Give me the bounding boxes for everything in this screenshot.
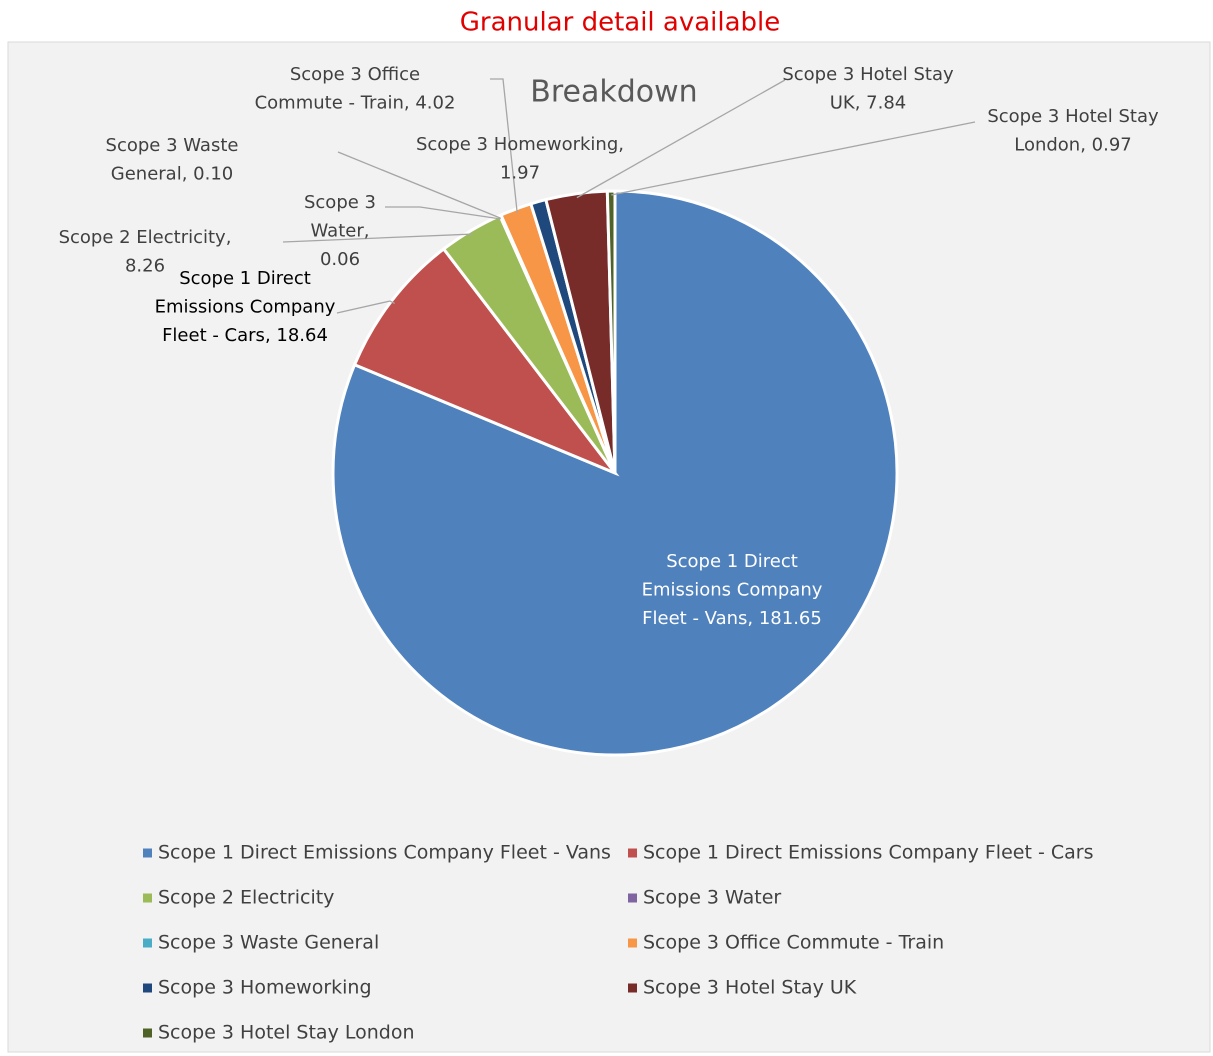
legend-label: Scope 1 Direct Emissions Company Fleet -… [158,842,611,864]
pie-slice [352,246,620,477]
data-label-line: Scope 1 Direct [179,268,311,289]
data-label-line: Emissions Company [155,297,336,318]
pie-slice [605,189,617,474]
legend-swatch [628,983,637,993]
leader-line [490,78,518,213]
data-label-line: UK, 7.84 [830,93,907,114]
data-label: Scope 3 Hotel Stay London, 0.97 [987,106,1159,156]
page-title: Granular detail available [460,8,781,38]
data-label: Scope 3 Office Commute - Train, 4.02 [255,64,456,114]
legend-swatch [628,848,637,858]
data-label-line: Scope 2 Electricity, [59,227,232,248]
leader-line [336,300,396,314]
data-label-line: Scope 3 [304,192,376,213]
data-label: Scope 3 Waste General, 0.10 [106,135,239,185]
data-label-line: Scope 3 Waste [106,135,239,156]
data-label-line: Emissions Company [642,580,823,601]
leader-line [576,79,786,199]
data-label-line: 0.06 [320,249,360,270]
data-label-line: Fleet - Vans, 181.65 [642,608,822,629]
data-label: Scope 3 Hotel Stay UK, 7.84 [782,64,954,114]
leader-line [282,233,473,243]
leader-line [385,206,502,220]
data-label-line: Scope 1 Direct [666,551,798,572]
legend-swatch [143,848,152,858]
data-label-line: 1.97 [500,163,540,184]
leader-line [611,121,976,196]
legend-label: Scope 3 Waste General [158,932,379,954]
data-label-line: Fleet - Cars, 18.64 [162,325,328,346]
data-label-line: Commute - Train, 4.02 [255,93,456,114]
legend-label: Scope 3 Hotel Stay London [158,1022,415,1044]
data-label-line: 8.26 [125,256,165,277]
data-label: Scope 3 Homeworking, 1.97 [416,134,624,184]
chart-title: Breakdown [530,75,697,110]
data-label-line: Scope 3 Homeworking, [416,134,624,155]
data-label: Scope 1 Direct Emissions Company Fleet - V… [642,551,823,629]
pie-slice [331,189,899,757]
legend-label: Scope 2 Electricity [158,887,334,909]
legend-swatch [143,1028,152,1038]
legend-swatch [628,938,637,948]
leader-line [337,151,503,220]
data-label-line: General, 0.10 [111,164,233,185]
data-label-line: Scope 3 Hotel Stay [987,106,1159,127]
legend-swatch [143,893,152,903]
legend-label: Scope 3 Office Commute - Train [643,932,944,954]
legend-swatch [143,938,152,948]
legend-label: Scope 3 Hotel Stay UK [643,977,857,999]
legend-label: Scope 3 Water [643,887,781,909]
data-label-line: Water, [311,221,370,242]
legend-swatch [143,983,152,993]
data-label: Scope 1 Direct Emissions Company Fleet - C… [155,268,336,346]
data-label: Scope 2 Electricity, 8.26 [59,227,232,277]
legend-label: Scope 1 Direct Emissions Company Fleet -… [643,842,1093,864]
data-label-line: Scope 3 Office [290,64,420,85]
data-label-line: Scope 3 Hotel Stay [782,64,954,85]
data-label-line: London, 0.97 [1014,135,1132,156]
legend-swatch [628,893,637,903]
legend-label: Scope 3 Homeworking [158,977,372,999]
data-label: Scope 3 Water, 0.06 [304,192,376,270]
